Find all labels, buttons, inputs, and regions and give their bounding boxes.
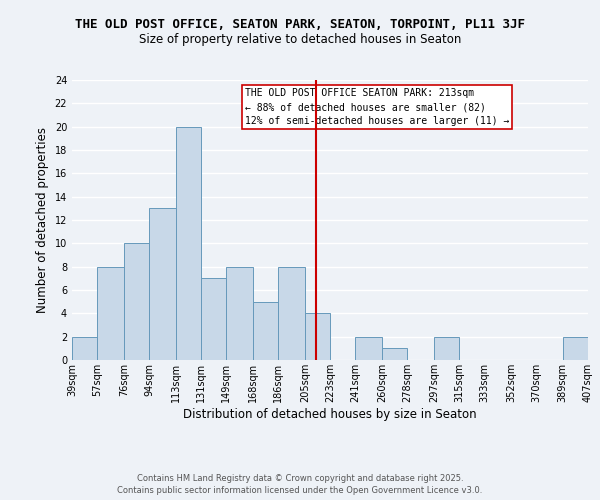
Bar <box>355 336 382 360</box>
Bar <box>382 348 407 360</box>
Bar <box>97 266 124 360</box>
Y-axis label: Number of detached properties: Number of detached properties <box>36 127 49 313</box>
Bar <box>176 126 201 360</box>
Bar <box>124 244 149 360</box>
Bar <box>201 278 226 360</box>
Text: THE OLD POST OFFICE SEATON PARK: 213sqm
← 88% of detached houses are smaller (82: THE OLD POST OFFICE SEATON PARK: 213sqm … <box>245 88 509 126</box>
Bar <box>563 336 588 360</box>
Bar <box>278 266 305 360</box>
Bar <box>434 336 459 360</box>
Text: THE OLD POST OFFICE, SEATON PARK, SEATON, TORPOINT, PL11 3JF: THE OLD POST OFFICE, SEATON PARK, SEATON… <box>75 18 525 30</box>
X-axis label: Distribution of detached houses by size in Seaton: Distribution of detached houses by size … <box>183 408 477 420</box>
Bar <box>226 266 253 360</box>
Text: Contains HM Land Registry data © Crown copyright and database right 2025.
Contai: Contains HM Land Registry data © Crown c… <box>118 474 482 495</box>
Bar <box>72 336 97 360</box>
Bar <box>149 208 176 360</box>
Text: Size of property relative to detached houses in Seaton: Size of property relative to detached ho… <box>139 32 461 46</box>
Bar <box>253 302 278 360</box>
Bar <box>305 314 330 360</box>
